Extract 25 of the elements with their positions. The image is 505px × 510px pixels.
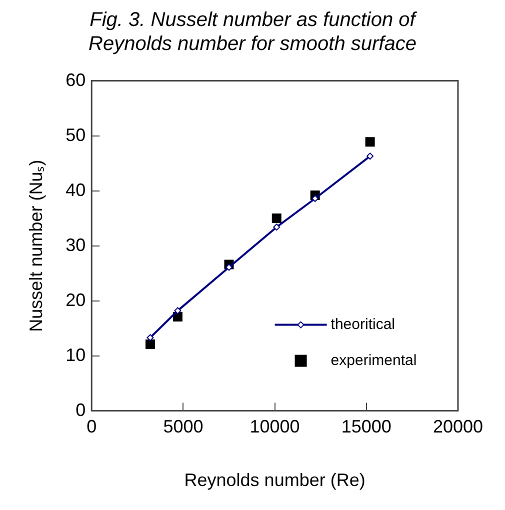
y-tick-label: 10 [66,344,86,365]
point [366,152,374,160]
point [145,340,155,349]
x-axis-title: Reynolds number (Re) [184,470,366,490]
legend-label: experimental [330,352,417,369]
chart-title: Fig. 3. Nusselt number as function of Reynolds number for smooth surface [88,8,418,56]
y-tick-label: 0 [76,400,86,420]
legend-label: theoritical [330,316,395,333]
y-tick-label: 20 [66,290,86,310]
y-tick-label: 60 [66,70,86,90]
y-tick-label: 30 [66,234,86,255]
x-tick-label: 15000 [341,416,392,437]
point [273,224,280,231]
y-tick-label: 40 [66,180,86,200]
y-tick-label: 50 [66,124,86,145]
y-axis-title: Nusselt number (Nuₛ) [26,160,46,332]
point [226,264,233,271]
point [174,307,182,314]
point [365,137,375,147]
x-tick-label: 20000 [432,416,484,437]
x-tick-label: 10000 [250,416,300,437]
point [146,334,154,342]
point [272,214,282,224]
point [312,195,319,202]
x-tick-label: 5000 [163,416,204,437]
